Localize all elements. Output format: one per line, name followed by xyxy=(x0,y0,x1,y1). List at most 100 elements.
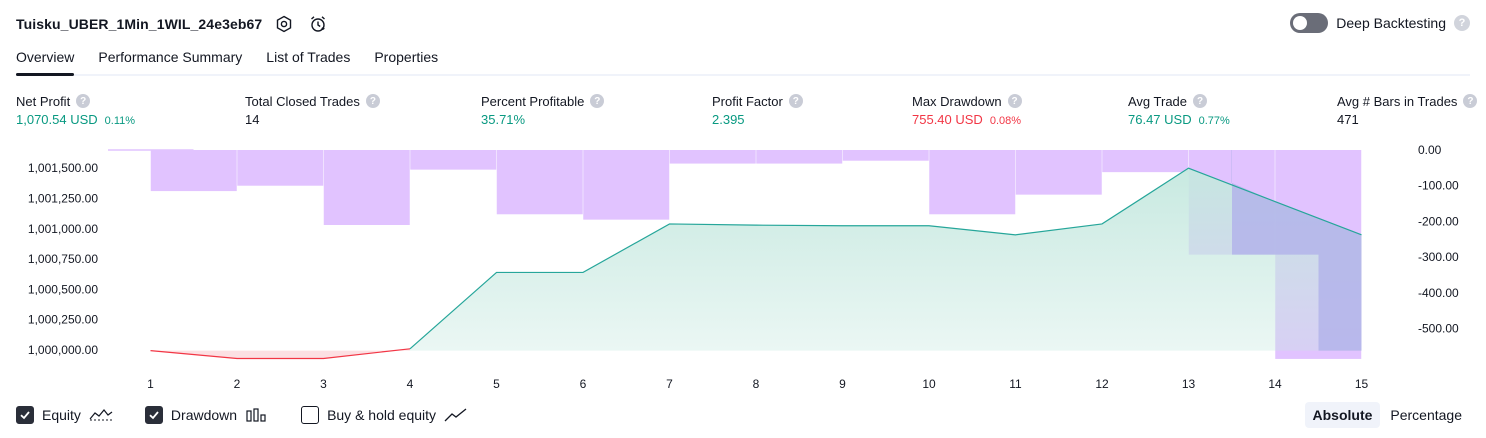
metric-value: 2.395 xyxy=(712,112,745,127)
help-icon[interactable]: ? xyxy=(1454,15,1470,31)
left-axis-label: 1,000,250.00 xyxy=(28,313,98,327)
drawdown-label: Drawdown xyxy=(171,407,237,423)
x-axis-label: 14 xyxy=(1268,377,1282,391)
metric-label: Avg Trade xyxy=(1128,94,1187,109)
drawdown-bar xyxy=(756,150,842,164)
report-tabs: Overview Performance Summary List of Tra… xyxy=(16,44,1470,76)
right-axis-label: -500.00 xyxy=(1418,322,1459,336)
alarm-clock-icon[interactable] xyxy=(306,12,330,36)
checkbox-checked[interactable] xyxy=(145,406,163,424)
checkbox-checked[interactable] xyxy=(16,406,34,424)
checkbox-unchecked[interactable] xyxy=(301,406,319,424)
metric-label: Total Closed Trades xyxy=(245,94,360,109)
x-axis-label: 11 xyxy=(1009,377,1022,391)
info-icon[interactable]: ? xyxy=(76,94,90,108)
buy-hold-label: Buy & hold equity xyxy=(327,407,436,423)
info-icon[interactable]: ? xyxy=(1193,94,1207,108)
absolute-button[interactable]: Absolute xyxy=(1305,402,1381,428)
drawdown-bar xyxy=(151,150,237,191)
drawdown-bar xyxy=(1016,150,1102,195)
tab-list-of-trades[interactable]: List of Trades xyxy=(266,44,350,74)
metric-percent-profitable: Percent Profitable? 35.71% xyxy=(481,92,604,130)
left-axis-label: 1,001,000.00 xyxy=(28,222,98,236)
left-axis-label: 1,001,250.00 xyxy=(28,191,98,205)
metric-value: 14 xyxy=(245,112,259,127)
metric-value: 471 xyxy=(1337,112,1359,127)
drawdown-bar xyxy=(583,150,669,220)
info-icon[interactable]: ? xyxy=(1463,94,1477,108)
deep-backtesting-label: Deep Backtesting xyxy=(1336,15,1446,31)
left-axis-label: 1,000,000.00 xyxy=(28,343,98,357)
x-axis-label: 8 xyxy=(753,377,760,391)
info-icon[interactable]: ? xyxy=(590,94,604,108)
left-axis-label: 1,000,750.00 xyxy=(28,252,98,266)
drawdown-bar xyxy=(497,150,583,214)
deep-backtesting: Deep Backtesting ? xyxy=(1290,13,1470,33)
drawdown-bar xyxy=(1102,150,1188,172)
x-axis-label: 5 xyxy=(493,377,500,391)
x-axis-label: 4 xyxy=(407,377,414,391)
metric-label: Max Drawdown xyxy=(912,94,1002,109)
chart-legend-bar: Equity Drawdown Buy & hold equity Absolu… xyxy=(16,402,1470,428)
percentage-button[interactable]: Percentage xyxy=(1382,402,1470,428)
equity-line-icon xyxy=(89,407,113,423)
drawdown-checkbox[interactable]: Drawdown xyxy=(145,406,269,424)
right-axis-label: 0.00 xyxy=(1418,143,1442,157)
metric-max-drawdown: Max Drawdown? 755.40 USD 0.08% xyxy=(912,92,1022,130)
tab-properties[interactable]: Properties xyxy=(374,44,438,74)
equity-label: Equity xyxy=(42,407,81,423)
value-mode-switch: Absolute Percentage xyxy=(1305,402,1471,428)
metric-value: 1,070.54 USD xyxy=(16,112,98,127)
info-icon[interactable]: ? xyxy=(1008,94,1022,108)
metric-label: Net Profit xyxy=(16,94,70,109)
metric-percent: 0.08% xyxy=(990,115,1021,127)
x-axis-label: 6 xyxy=(580,377,587,391)
deep-backtesting-toggle[interactable] xyxy=(1290,13,1328,33)
right-axis-label: -100.00 xyxy=(1418,179,1459,193)
buy-hold-checkbox[interactable]: Buy & hold equity xyxy=(301,406,468,424)
x-axis-label: 13 xyxy=(1182,377,1196,391)
tab-overview[interactable]: Overview xyxy=(16,44,74,74)
drawdown-bars-icon xyxy=(245,407,269,423)
metric-percent: 0.77% xyxy=(1199,115,1230,127)
info-icon[interactable]: ? xyxy=(789,94,803,108)
right-axis-label: -400.00 xyxy=(1418,286,1459,300)
metrics-row: Net Profit? 1,070.54 USD 0.11% Total Clos… xyxy=(16,92,1470,132)
info-icon[interactable]: ? xyxy=(366,94,380,108)
drawdown-bar xyxy=(237,150,323,186)
drawdown-bar xyxy=(929,150,1015,214)
left-axis-label: 1,000,500.00 xyxy=(28,282,98,296)
settings-icon[interactable] xyxy=(272,12,296,36)
x-axis-label: 10 xyxy=(922,377,936,391)
metric-net-profit: Net Profit? 1,070.54 USD 0.11% xyxy=(16,92,135,130)
drawdown-bar xyxy=(843,150,929,161)
left-axis-label: 1,001,500.00 xyxy=(28,161,98,175)
drawdown-bar xyxy=(670,150,756,164)
x-axis-label: 12 xyxy=(1095,377,1109,391)
metric-label: Profit Factor xyxy=(712,94,783,109)
metric-label: Avg # Bars in Trades xyxy=(1337,94,1457,109)
right-axis-label: -300.00 xyxy=(1418,250,1459,264)
x-axis-label: 9 xyxy=(839,377,846,391)
metric-avg-bars-in-trades: Avg # Bars in Trades? 471 xyxy=(1337,92,1477,130)
x-axis-label: 7 xyxy=(666,377,673,391)
metric-percent: 0.11% xyxy=(105,115,135,127)
metric-value: 35.71% xyxy=(481,112,525,127)
metric-value: 76.47 USD xyxy=(1128,112,1192,127)
x-axis-label: 2 xyxy=(234,377,241,391)
equity-drawdown-chart[interactable]: 1,000,000.00 1,000,250.00 1,000,500.00 1,00… xyxy=(0,140,1486,395)
equity-checkbox[interactable]: Equity xyxy=(16,406,113,424)
metric-value: 755.40 USD xyxy=(912,112,983,127)
x-axis-label: 1 xyxy=(147,377,154,391)
buy-hold-line-icon xyxy=(444,407,468,423)
right-axis-label: -200.00 xyxy=(1418,214,1459,228)
metric-avg-trade: Avg Trade? 76.47 USD 0.77% xyxy=(1128,92,1230,130)
drawdown-bar xyxy=(324,150,410,225)
x-axis-label: 3 xyxy=(320,377,327,391)
toggle-knob xyxy=(1293,16,1307,30)
tab-performance-summary[interactable]: Performance Summary xyxy=(98,44,242,74)
metric-profit-factor: Profit Factor? 2.395 xyxy=(712,92,803,130)
x-axis-label: 15 xyxy=(1355,377,1369,391)
strategy-header: Tuisku_UBER_1Min_1WIL_24e3eb67 xyxy=(16,12,330,36)
metric-total-closed-trades: Total Closed Trades? 14 xyxy=(245,92,380,130)
